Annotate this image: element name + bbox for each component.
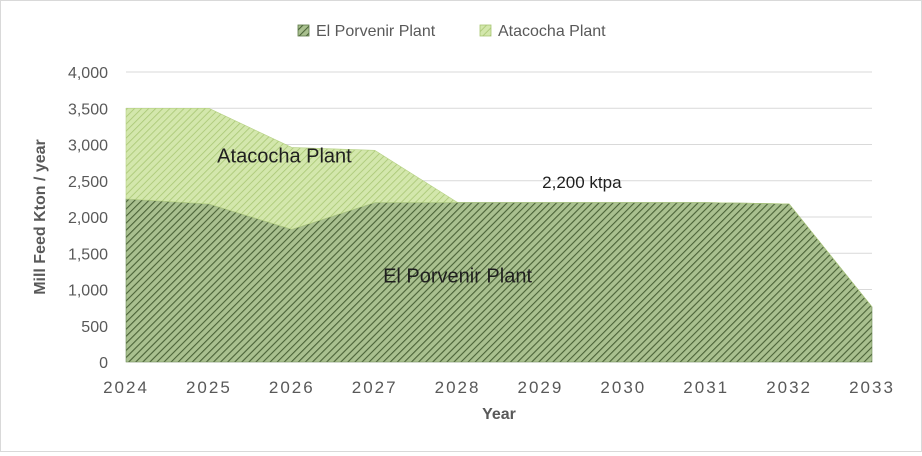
legend-item-atacocha: Atacocha Plant — [479, 23, 606, 40]
y-tick-label: 3,000 — [68, 138, 108, 155]
annotation-label: 2,200 ktpa — [542, 173, 622, 192]
legend: El Porvenir Plant Atacocha Plant — [297, 23, 606, 40]
x-tick-label: 2033 — [849, 378, 895, 397]
legend-label-el-porvenir: El Porvenir Plant — [316, 23, 436, 40]
x-tick-label: 2031 — [683, 378, 729, 397]
y-tick-label: 3,500 — [68, 101, 108, 118]
legend-swatch-atacocha — [479, 24, 492, 37]
x-tick-label: 2024 — [103, 378, 149, 397]
y-tick-label: 1,000 — [68, 283, 108, 300]
y-axis-title: Mill Feed Kton / year — [32, 139, 49, 295]
y-tick-label: 2,000 — [68, 210, 108, 227]
x-tick-label: 2030 — [600, 378, 646, 397]
x-tick-label: 2029 — [518, 378, 564, 397]
y-tick-label: 500 — [81, 319, 108, 336]
x-tick-label: 2025 — [186, 378, 232, 397]
x-tick-label: 2032 — [766, 378, 812, 397]
x-axis-tick-labels: 2024 2025 2026 2027 2028 2029 2030 2031 2032 2033 — [103, 378, 895, 397]
y-tick-label: 2,500 — [68, 174, 108, 191]
y-axis-tick-labels: 0 500 1,000 1,500 2,000 2,500 3,000 3,500 4,000 — [68, 65, 108, 372]
annotation-label: Atacocha Plant — [217, 146, 352, 168]
y-tick-label: 0 — [99, 355, 108, 372]
area-series — [125, 108, 873, 363]
x-axis-title: Year — [482, 406, 516, 423]
y-tick-label: 1,500 — [68, 246, 108, 263]
x-tick-label: 2028 — [435, 378, 481, 397]
annotations: Atacocha Plant El Porvenir Plant 2,200 ktp… — [217, 146, 622, 288]
area-atacocha-plant — [125, 108, 873, 308]
legend-swatch-el-porvenir — [297, 24, 310, 37]
x-tick-label: 2026 — [269, 378, 315, 397]
x-tick-label: 2027 — [352, 378, 398, 397]
annotation-label: El Porvenir Plant — [383, 265, 532, 287]
legend-item-el-porvenir: El Porvenir Plant — [297, 23, 436, 40]
legend-label-atacocha: Atacocha Plant — [498, 23, 606, 40]
y-tick-label: 4,000 — [68, 65, 108, 82]
